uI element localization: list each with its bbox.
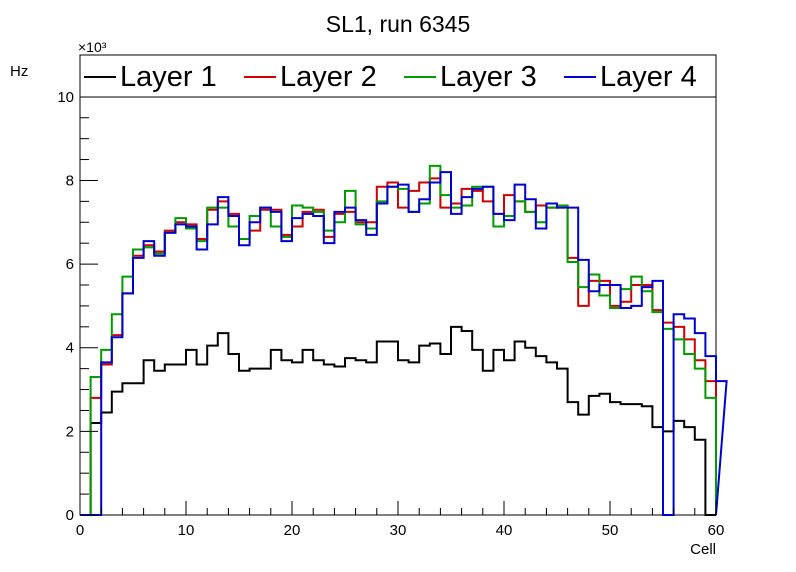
x-tick-label: 50 [602,522,619,539]
legend-label-layer-3: Layer 3 [440,61,537,93]
y-tick-label: 6 [66,256,74,273]
y-axis-label: Hz [10,63,28,80]
legend-label-layer-2: Layer 2 [280,61,377,93]
y-tick-label: 4 [66,340,74,357]
axes-group: 0 10 20 30 40 50 60 0 2 4 6 8 10 [57,54,725,539]
y-tick-label: 10 [57,89,74,106]
legend-label-layer-1: Layer 1 [120,61,217,93]
x-axis-label: Cell [690,541,716,558]
x-tick-label: 20 [284,522,301,539]
x-tick-label: 10 [178,522,195,539]
chart-title: SL1, run 6345 [326,11,471,37]
x-tick-label: 0 [76,522,84,539]
series-layer-3-line [80,164,717,516]
histogram-series-group [80,164,728,516]
y-tick-label: 8 [66,172,74,189]
x-tick-label: 40 [496,522,513,539]
x-tick-label: 30 [390,522,407,539]
series-layer-4-line [80,171,728,516]
legend: Layer 1 Layer 2 Layer 3 Layer 4 [79,54,717,98]
legend-box [79,54,717,98]
series-layer-1-line [80,325,716,516]
y-tick-label: 0 [66,507,74,524]
y-axis-multiplier: ×10³ [78,39,107,55]
x-tick-label: 60 [708,522,725,539]
y-tick-label: 2 [66,423,74,440]
legend-label-layer-4: Layer 4 [600,61,697,93]
